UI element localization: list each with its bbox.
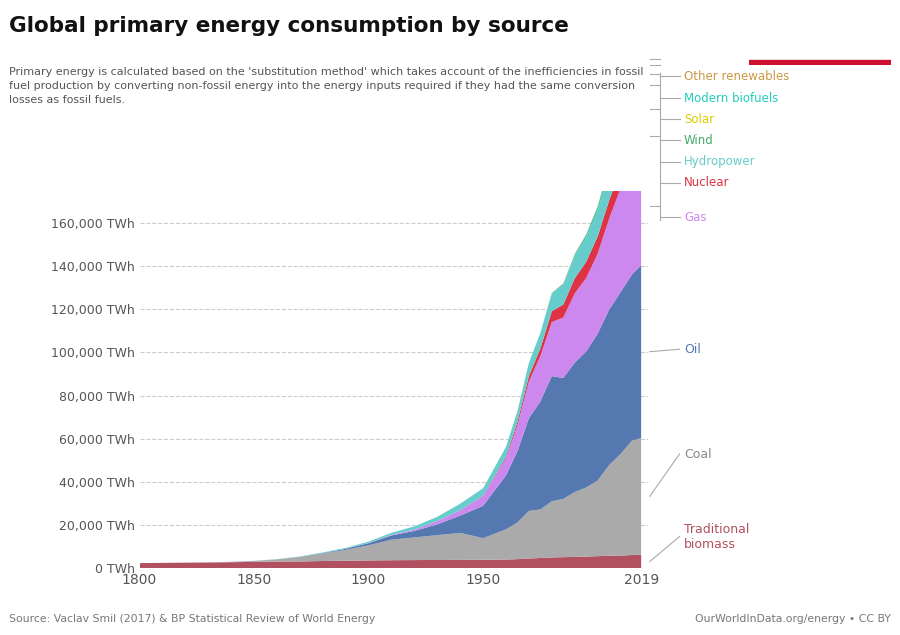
Text: Coal: Coal — [684, 448, 712, 460]
Text: in Data: in Data — [798, 41, 842, 51]
Text: Nuclear: Nuclear — [684, 177, 730, 189]
Text: Our World: Our World — [790, 22, 850, 31]
Text: Modern biofuels: Modern biofuels — [684, 92, 778, 105]
Text: Primary energy is calculated based on the 'substitution method' which takes acco: Primary energy is calculated based on th… — [9, 67, 644, 105]
Text: Global primary energy consumption by source: Global primary energy consumption by sou… — [9, 16, 569, 36]
Bar — [749, 60, 891, 65]
Text: Wind: Wind — [684, 134, 714, 147]
Text: Oil: Oil — [684, 343, 701, 356]
Text: OurWorldInData.org/energy • CC BY: OurWorldInData.org/energy • CC BY — [695, 613, 891, 624]
Text: Source: Vaclav Smil (2017) & BP Statistical Review of World Energy: Source: Vaclav Smil (2017) & BP Statisti… — [9, 613, 375, 624]
Text: Gas: Gas — [684, 211, 706, 224]
Text: Hydropower: Hydropower — [684, 156, 756, 168]
Text: Solar: Solar — [684, 113, 714, 126]
Text: Other renewables: Other renewables — [684, 70, 789, 83]
Text: Traditional
biomass: Traditional biomass — [684, 523, 750, 551]
